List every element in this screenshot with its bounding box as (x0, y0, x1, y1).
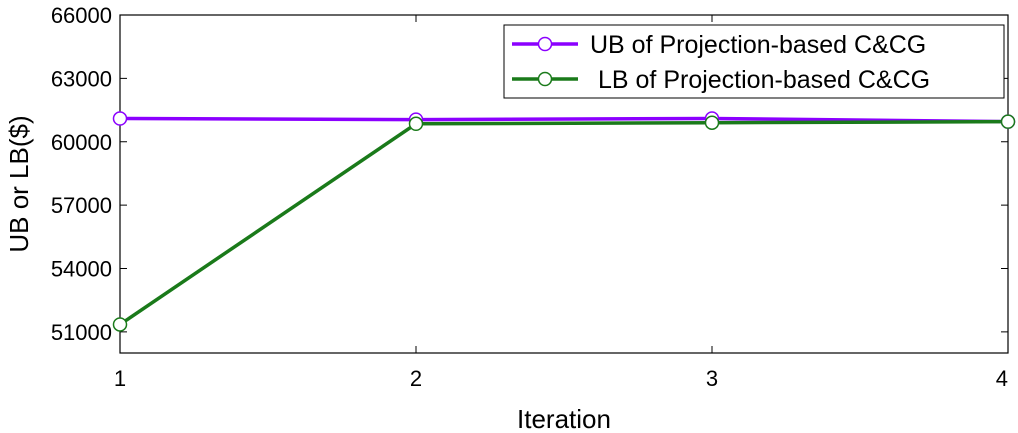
legend: UB of Projection-based C&CG LB of Projec… (503, 24, 1005, 99)
y-tick-label: 66000 (51, 3, 112, 28)
data-point-lb (408, 116, 424, 132)
data-point-ub (112, 111, 128, 126)
x-tick-label: 3 (706, 366, 718, 391)
series-line-ub (119, 116, 1009, 124)
x-tick-label: 2 (410, 366, 422, 391)
series-lines (119, 116, 1009, 326)
series-line-lb (119, 119, 1009, 326)
legend-marker-lb (537, 71, 553, 87)
legend-entry-lb: LB of Projection-based C&CG (598, 66, 930, 94)
y-tick-label: 54000 (51, 257, 112, 282)
x-axis-ticks: 1 2 3 4 (114, 15, 1009, 391)
x-tick-label: 1 (114, 366, 126, 391)
y-tick-label: 63000 (51, 66, 112, 91)
y-tick-label: 57000 (51, 193, 112, 218)
x-axis-label: Iteration (517, 404, 611, 433)
y-tick-label: 51000 (51, 320, 112, 345)
x-tick-label: 4 (996, 366, 1008, 391)
y-axis-ticks: 51000 54000 57000 60000 63000 66000 (51, 3, 1008, 345)
legend-entry-ub: UB of Projection-based C&CG (590, 31, 926, 59)
data-point-lb (704, 115, 720, 130)
data-point-lb (112, 317, 128, 332)
y-axis-label: UB or LB($) (4, 115, 34, 252)
legend-box (503, 24, 1005, 99)
series-markers (112, 111, 1016, 332)
y-tick-label: 60000 (51, 130, 112, 155)
legend-marker-ub (537, 36, 553, 52)
data-point-lb (1000, 114, 1016, 129)
